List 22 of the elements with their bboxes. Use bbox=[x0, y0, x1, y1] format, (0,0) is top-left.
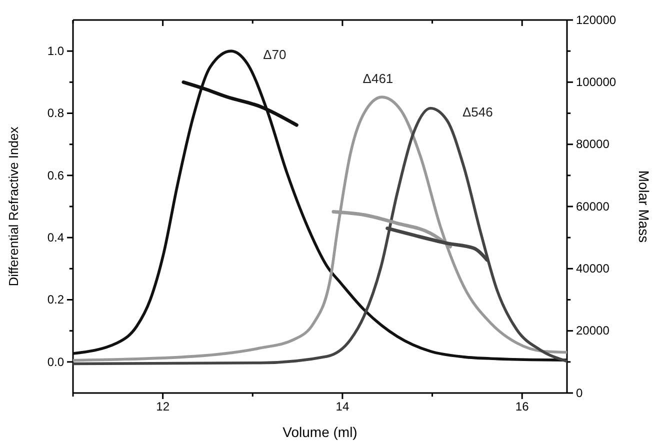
series-label: Δ70 bbox=[263, 47, 286, 62]
y2-tick-label: 120000 bbox=[576, 12, 616, 27]
y-tick-label: 0.0 bbox=[47, 354, 64, 369]
series-label: Δ546 bbox=[462, 104, 493, 120]
y2-axis-title: Molar Mass bbox=[636, 170, 652, 243]
y-tick-label: 0.4 bbox=[47, 230, 64, 244]
y-tick-label: 0.6 bbox=[47, 168, 64, 182]
x-tick-label: 12 bbox=[156, 400, 170, 414]
y2-tick-label: 0 bbox=[576, 386, 583, 400]
y2-tick-label: 80000 bbox=[576, 137, 610, 152]
x-tick-label: 14 bbox=[336, 400, 350, 414]
y-axis-title: Differential Refractive Index bbox=[6, 126, 21, 286]
series-label: Δ461 bbox=[362, 71, 394, 86]
y-tick-label: 1.0 bbox=[47, 44, 64, 58]
x-axis-title: Volume (ml) bbox=[282, 424, 358, 440]
y-tick-label: 0.8 bbox=[47, 106, 64, 120]
x-tick-label: 16 bbox=[515, 400, 530, 414]
y-tick-label: 0.2 bbox=[47, 292, 64, 307]
y2-tick-label: 100000 bbox=[576, 75, 616, 90]
y2-tick-label: 40000 bbox=[576, 262, 610, 276]
y2-tick-label: 60000 bbox=[576, 199, 610, 214]
y2-tick-label: 20000 bbox=[576, 324, 610, 338]
